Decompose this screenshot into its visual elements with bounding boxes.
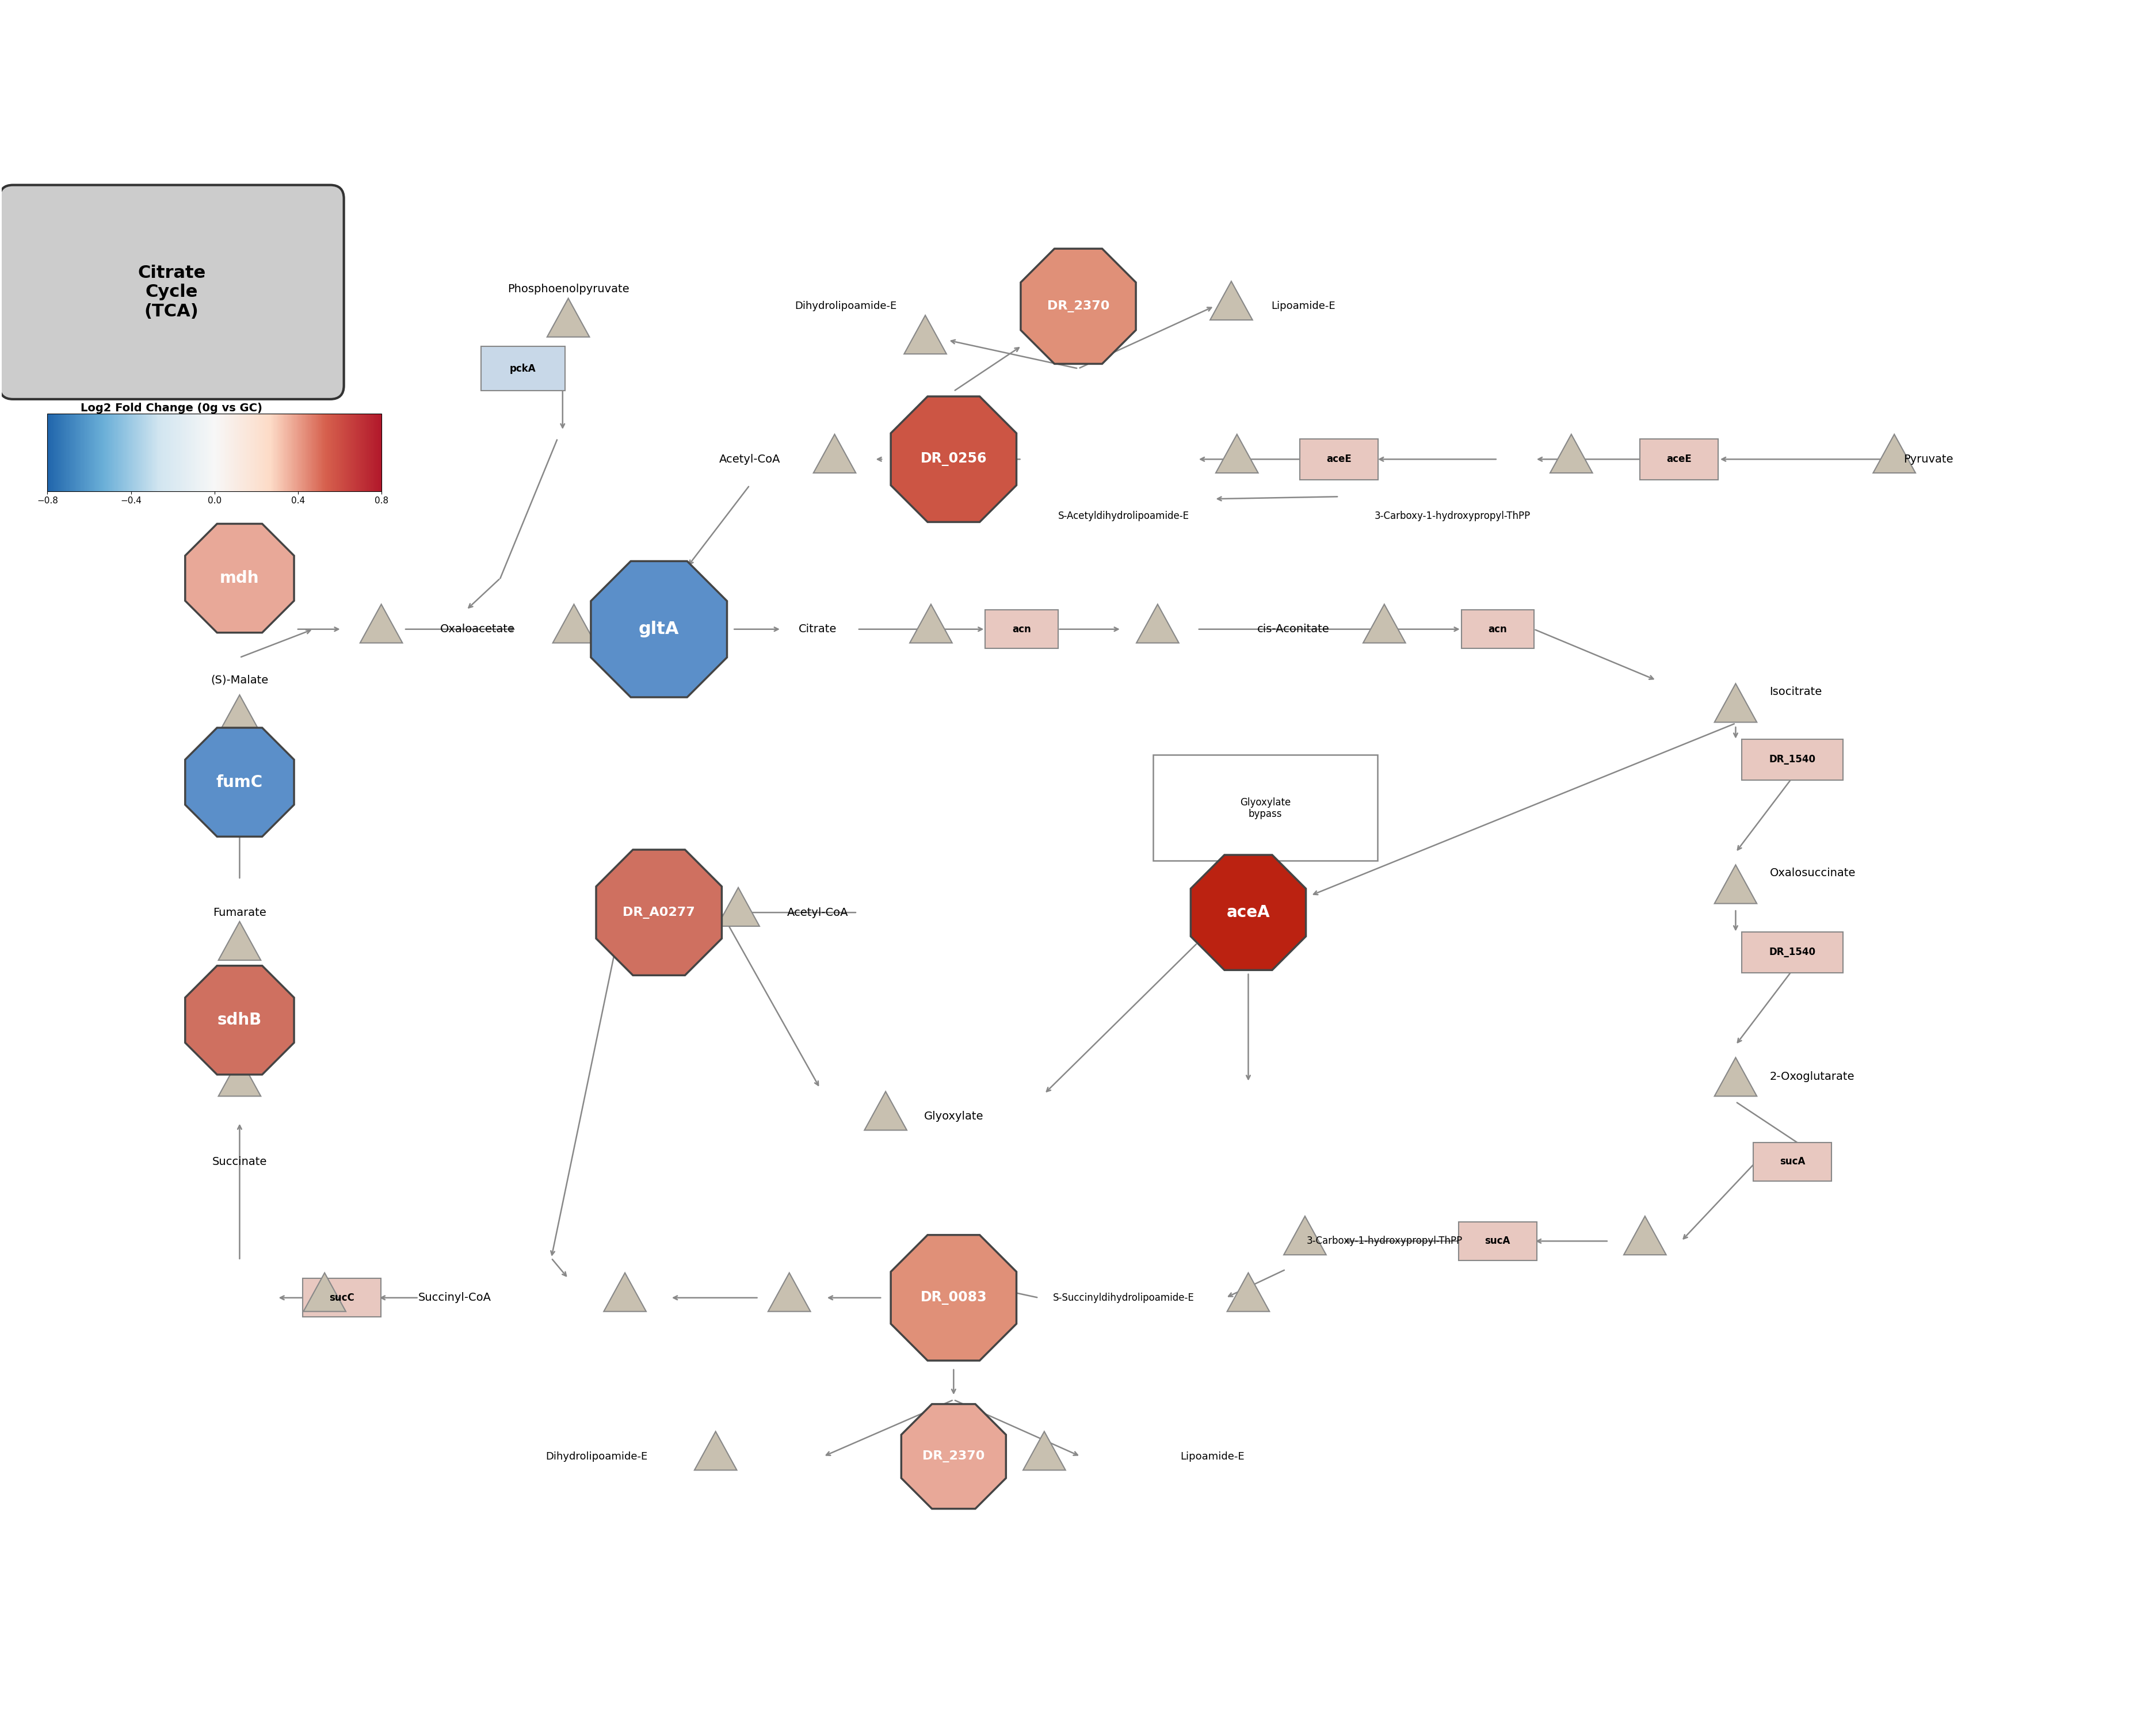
Polygon shape xyxy=(718,887,759,927)
Text: S-Acetyldihydrolipoamide-E: S-Acetyldihydrolipoamide-E xyxy=(1059,510,1188,520)
Polygon shape xyxy=(360,605,403,643)
Polygon shape xyxy=(901,1404,1005,1509)
Polygon shape xyxy=(218,922,261,960)
FancyBboxPatch shape xyxy=(302,1278,382,1316)
FancyBboxPatch shape xyxy=(1639,439,1718,479)
Polygon shape xyxy=(1136,605,1179,643)
Text: Lipoamide-E: Lipoamide-E xyxy=(1179,1451,1244,1461)
Polygon shape xyxy=(218,694,261,734)
Text: 2-Oxoglutarate: 2-Oxoglutarate xyxy=(1770,1072,1854,1082)
Polygon shape xyxy=(890,396,1015,522)
Polygon shape xyxy=(1216,434,1257,472)
FancyBboxPatch shape xyxy=(481,346,565,391)
Text: Fumarate: Fumarate xyxy=(213,906,265,918)
Text: S-Succinyldihydrolipoamide-E: S-Succinyldihydrolipoamide-E xyxy=(1052,1292,1194,1303)
Polygon shape xyxy=(1714,684,1757,722)
Polygon shape xyxy=(591,562,727,698)
Text: sucC: sucC xyxy=(330,1292,354,1303)
Text: DR_2370: DR_2370 xyxy=(1048,300,1108,312)
Polygon shape xyxy=(548,298,589,338)
FancyBboxPatch shape xyxy=(1462,610,1533,648)
Polygon shape xyxy=(910,605,953,643)
FancyBboxPatch shape xyxy=(1300,439,1378,479)
Polygon shape xyxy=(1283,1216,1326,1254)
Polygon shape xyxy=(185,524,293,632)
Text: mdh: mdh xyxy=(220,570,259,586)
Text: Oxaloacetate: Oxaloacetate xyxy=(440,624,515,634)
Polygon shape xyxy=(595,849,722,975)
Text: DR_1540: DR_1540 xyxy=(1768,948,1815,958)
FancyBboxPatch shape xyxy=(0,184,343,400)
Polygon shape xyxy=(1623,1216,1667,1254)
FancyBboxPatch shape xyxy=(1742,932,1841,972)
Text: Glyoxylate: Glyoxylate xyxy=(923,1111,983,1122)
Polygon shape xyxy=(1714,1058,1757,1096)
Text: aceA: aceA xyxy=(1227,905,1270,920)
Polygon shape xyxy=(185,727,293,837)
Polygon shape xyxy=(890,1235,1015,1361)
Polygon shape xyxy=(768,1273,811,1311)
Text: acn: acn xyxy=(1488,624,1507,634)
Polygon shape xyxy=(1190,855,1307,970)
Text: DR_2370: DR_2370 xyxy=(923,1451,985,1463)
Polygon shape xyxy=(865,1092,906,1130)
Text: sucA: sucA xyxy=(1485,1235,1509,1246)
Polygon shape xyxy=(903,315,946,353)
Text: acn: acn xyxy=(1011,624,1031,634)
Text: Lipoamide-E: Lipoamide-E xyxy=(1270,302,1335,312)
Polygon shape xyxy=(813,434,856,472)
Text: sdhB: sdhB xyxy=(218,1011,261,1029)
Polygon shape xyxy=(1227,1273,1270,1311)
Polygon shape xyxy=(1022,1432,1065,1470)
Text: Glyoxylate
bypass: Glyoxylate bypass xyxy=(1240,798,1289,820)
Text: gltA: gltA xyxy=(638,620,679,638)
FancyBboxPatch shape xyxy=(1742,739,1841,781)
Text: Acetyl-CoA: Acetyl-CoA xyxy=(787,906,847,918)
Text: Isocitrate: Isocitrate xyxy=(1770,686,1822,698)
Polygon shape xyxy=(694,1432,737,1470)
Polygon shape xyxy=(185,965,293,1075)
Polygon shape xyxy=(604,1273,647,1311)
Text: Dihydrolipoamide-E: Dihydrolipoamide-E xyxy=(545,1451,647,1461)
Polygon shape xyxy=(1363,605,1406,643)
Text: DR_0256: DR_0256 xyxy=(921,453,987,467)
Text: aceE: aceE xyxy=(1667,455,1690,465)
Polygon shape xyxy=(1550,434,1591,472)
Polygon shape xyxy=(1874,434,1915,472)
Polygon shape xyxy=(1714,865,1757,903)
Text: DR_0083: DR_0083 xyxy=(921,1291,987,1304)
Text: pckA: pckA xyxy=(509,364,537,374)
Polygon shape xyxy=(552,605,595,643)
Text: Citrate
Cycle
(TCA): Citrate Cycle (TCA) xyxy=(138,264,205,320)
Text: Succinate: Succinate xyxy=(211,1156,267,1166)
Text: Oxalosuccinate: Oxalosuccinate xyxy=(1770,867,1854,879)
Text: 3-Carboxy-1-hydroxypropyl-ThPP: 3-Carboxy-1-hydroxypropyl-ThPP xyxy=(1307,1235,1462,1246)
Text: DR_A0277: DR_A0277 xyxy=(623,906,694,918)
Text: Citrate: Citrate xyxy=(798,624,837,634)
Text: 3-Carboxy-1-hydroxypropyl-ThPP: 3-Carboxy-1-hydroxypropyl-ThPP xyxy=(1373,510,1531,520)
Polygon shape xyxy=(304,1273,345,1311)
Text: aceE: aceE xyxy=(1326,455,1352,465)
Text: sucA: sucA xyxy=(1779,1156,1805,1166)
Text: Dihydrolipoamide-E: Dihydrolipoamide-E xyxy=(796,302,897,312)
Polygon shape xyxy=(1020,248,1136,364)
Text: DR_1540: DR_1540 xyxy=(1768,755,1815,765)
Text: cis-Aconitate: cis-Aconitate xyxy=(1257,624,1330,634)
Text: Acetyl-CoA: Acetyl-CoA xyxy=(718,453,780,465)
Text: (S)-Malate: (S)-Malate xyxy=(211,675,267,686)
FancyBboxPatch shape xyxy=(1153,755,1378,860)
FancyBboxPatch shape xyxy=(985,610,1059,648)
Text: Succinyl-CoA: Succinyl-CoA xyxy=(418,1292,492,1303)
Text: fumC: fumC xyxy=(216,774,263,791)
Text: Log2 Fold Change (0g vs GC): Log2 Fold Change (0g vs GC) xyxy=(80,403,263,414)
FancyBboxPatch shape xyxy=(1753,1142,1830,1180)
Text: Phosphoenolpyruvate: Phosphoenolpyruvate xyxy=(507,284,630,295)
FancyBboxPatch shape xyxy=(1457,1222,1537,1260)
Text: Pyruvate: Pyruvate xyxy=(1904,453,1953,465)
Polygon shape xyxy=(1210,281,1253,320)
Polygon shape xyxy=(218,1058,261,1096)
